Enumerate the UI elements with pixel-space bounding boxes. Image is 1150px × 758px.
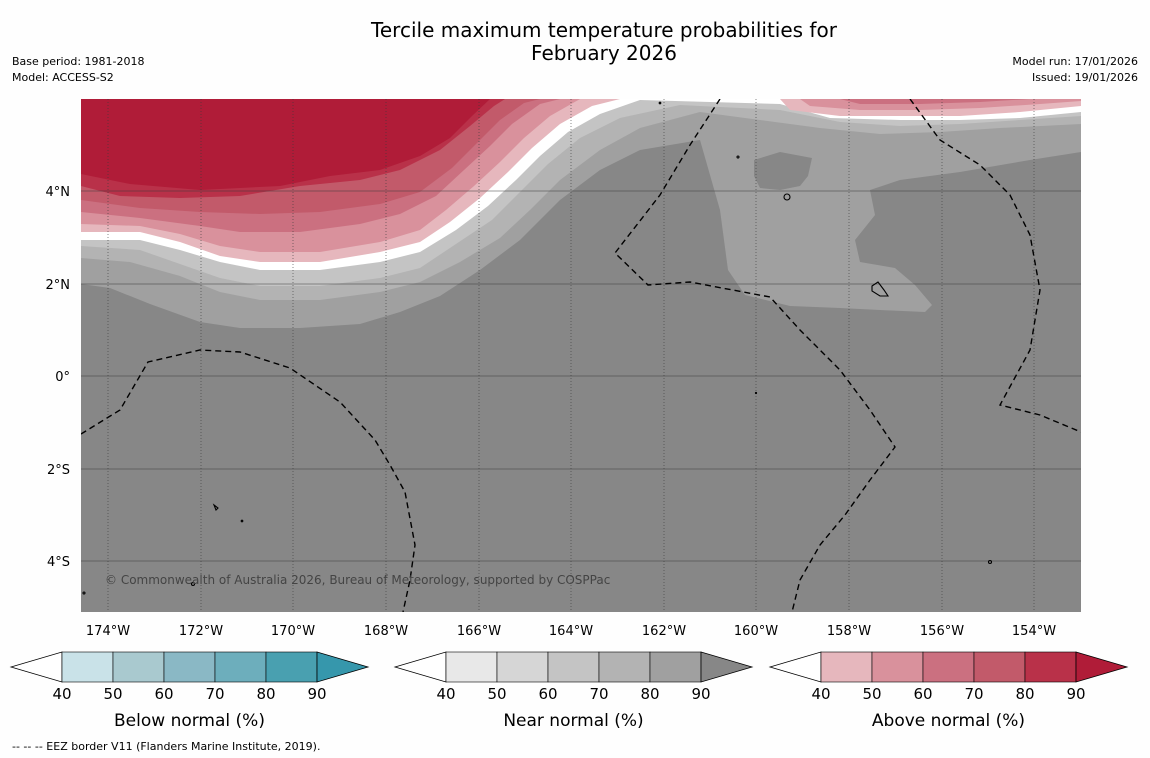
lon-label-170w: 170°W: [271, 624, 315, 639]
colorbar-segment: [112, 651, 165, 683]
colorbar-segment: [445, 651, 498, 683]
colorbar-tick-label: 90: [691, 685, 710, 703]
model-run: Model run: 17/01/2026: [1012, 55, 1138, 68]
lon-label-166w: 166°W: [457, 624, 501, 639]
colorbar-tick-label: 70: [205, 685, 224, 703]
lat-label-2n: 2°N: [46, 278, 71, 293]
colorbar-segment: [973, 651, 1026, 683]
meta-right: Model run: 17/01/2026 Issued: 19/01/2026: [1012, 54, 1138, 86]
colorbar-high-extend: [1075, 651, 1129, 683]
lon-label-160w: 160°W: [734, 624, 778, 639]
lon-label-156w: 156°W: [920, 624, 964, 639]
lat-label-0: 0°: [55, 370, 70, 385]
graticule-grid: [81, 99, 1081, 612]
meta-left: Base period: 1981-2018 Model: ACCESS-S2: [12, 54, 144, 86]
colorbar-segment: [496, 651, 549, 683]
colorbar-tick-label: 70: [964, 685, 983, 703]
lon-label-174w: 174°W: [86, 624, 130, 639]
colorbar-tick-label: 50: [103, 685, 122, 703]
colorbar-tick-label: 80: [640, 685, 659, 703]
colorbar-high-extend: [316, 651, 370, 683]
lat-label-2s: 2°S: [47, 463, 70, 478]
colorbar-segment: [649, 651, 702, 683]
colorbar-segment: [214, 651, 267, 683]
colorbar-title: Above normal (%): [872, 711, 1025, 731]
issued-date: Issued: 19/01/2026: [1031, 71, 1138, 84]
colorbar-tick-label: 50: [487, 685, 506, 703]
colorbar-segment: [922, 651, 975, 683]
colorbar-tick-label: 40: [811, 685, 830, 703]
base-period: Base period: 1981-2018: [12, 55, 145, 68]
colorbar-legends: 40 50 60 70 80 90 Below normal (%) 40 50 60 70 80 90…: [9, 651, 1129, 731]
colorbar-below-normal: 40 50 60 70 80 90 Below normal (%): [9, 651, 370, 731]
colorbar-low-extend: [9, 651, 63, 683]
colorbar-segment: [265, 651, 318, 683]
lat-label-4s: 4°S: [47, 555, 70, 570]
lon-label-154w: 154°W: [1012, 624, 1056, 639]
eez-borders: [81, 99, 1081, 612]
copyright-notice: © Commonwealth of Australia 2026, Bureau…: [105, 573, 610, 587]
colorbar-title: Near normal (%): [503, 711, 643, 731]
title-line-1: Tercile maximum temperature probabilitie…: [371, 18, 837, 42]
colorbar-segment: [61, 651, 114, 683]
lon-label-164w: 164°W: [549, 624, 593, 639]
colorbar-segment: [820, 651, 873, 683]
colorbar-segment: [163, 651, 216, 683]
colorbar-low-extend: [768, 651, 822, 683]
colorbar-low-extend: [393, 651, 447, 683]
eez-footnote: -- -- -- EEZ border V11 (Flanders Marine…: [12, 740, 321, 753]
island-landmass-grey: [754, 152, 812, 190]
colorbar-tick-label: 60: [913, 685, 932, 703]
model-name: Model: ACCESS-S2: [12, 71, 114, 84]
title-line-2: February 2026: [531, 41, 677, 65]
colorbar-tick-label: 50: [862, 685, 881, 703]
colorbar-near-normal: 40 50 60 70 80 90 Near normal (%): [393, 651, 754, 731]
lon-label-168w: 168°W: [364, 624, 408, 639]
colorbar-tick-label: 80: [1015, 685, 1034, 703]
lon-label-162w: 162°W: [642, 624, 686, 639]
lon-label-172w: 172°W: [179, 624, 223, 639]
colorbar-segment: [547, 651, 600, 683]
colorbar-segment: [871, 651, 924, 683]
above-normal-90-region: [81, 99, 490, 190]
colorbar-segment: [598, 651, 651, 683]
colorbar-title: Below normal (%): [114, 711, 265, 731]
colorbar-tick-label: 60: [154, 685, 173, 703]
colorbar-tick-label: 90: [307, 685, 326, 703]
colorbar-tick-label: 60: [538, 685, 557, 703]
colorbar-tick-label: 80: [256, 685, 275, 703]
colorbar-above-normal: 40 50 60 70 80 90 Above normal (%): [768, 651, 1129, 731]
colorbar-tick-label: 90: [1066, 685, 1085, 703]
latitude-labels: 4°N 2°N 0° 2°S 4°S: [46, 185, 71, 570]
forecast-map: © Commonwealth of Australia 2026, Bureau…: [9, 99, 1129, 731]
colorbar-tick-label: 40: [436, 685, 455, 703]
colorbar-high-extend: [700, 651, 754, 683]
colorbar-tick-label: 40: [52, 685, 71, 703]
lat-label-4n: 4°N: [46, 185, 71, 200]
map-plot-area: © Commonwealth of Australia 2026, Bureau…: [81, 99, 1081, 612]
lon-label-158w: 158°W: [827, 624, 871, 639]
colorbar-tick-label: 70: [589, 685, 608, 703]
chart-title: Tercile maximum temperature probabilitie…: [0, 19, 1150, 65]
colorbar-segment: [1024, 651, 1077, 683]
coastlines: [82, 101, 993, 595]
longitude-labels: 174°W 172°W 170°W 168°W 166°W 164°W 162°…: [86, 624, 1056, 639]
